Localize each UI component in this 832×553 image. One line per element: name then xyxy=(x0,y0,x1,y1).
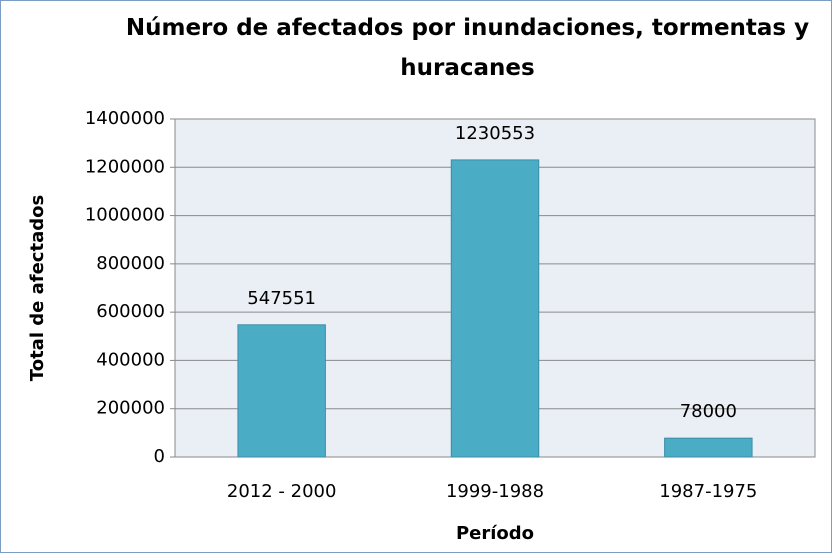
y-tick-label: 1200000 xyxy=(85,156,165,177)
x-tick-label: 2012 - 2000 xyxy=(227,481,337,502)
y-tick-label: 800000 xyxy=(96,253,165,274)
y-tick-label: 1000000 xyxy=(85,205,165,226)
chart-title: Número de afectados por inundaciones, to… xyxy=(125,15,810,81)
bar xyxy=(664,437,753,458)
value-label: 1230553 xyxy=(455,123,535,144)
y-axis-label: Total de afectados xyxy=(27,195,48,381)
x-tick-label: 1987-1975 xyxy=(659,481,757,502)
y-tick-label: 1400000 xyxy=(85,108,165,129)
y-tick-label: 200000 xyxy=(96,398,165,419)
bar xyxy=(237,324,326,458)
y-tick-label: 400000 xyxy=(96,349,165,370)
y-tick-label: 600000 xyxy=(96,301,165,322)
y-tick-label: 0 xyxy=(154,446,165,467)
x-tick-label: 1999-1988 xyxy=(446,481,544,502)
value-label: 547551 xyxy=(247,288,316,309)
x-axis-label: Período xyxy=(456,523,534,544)
bar xyxy=(450,159,540,458)
value-label: 78000 xyxy=(680,401,737,422)
